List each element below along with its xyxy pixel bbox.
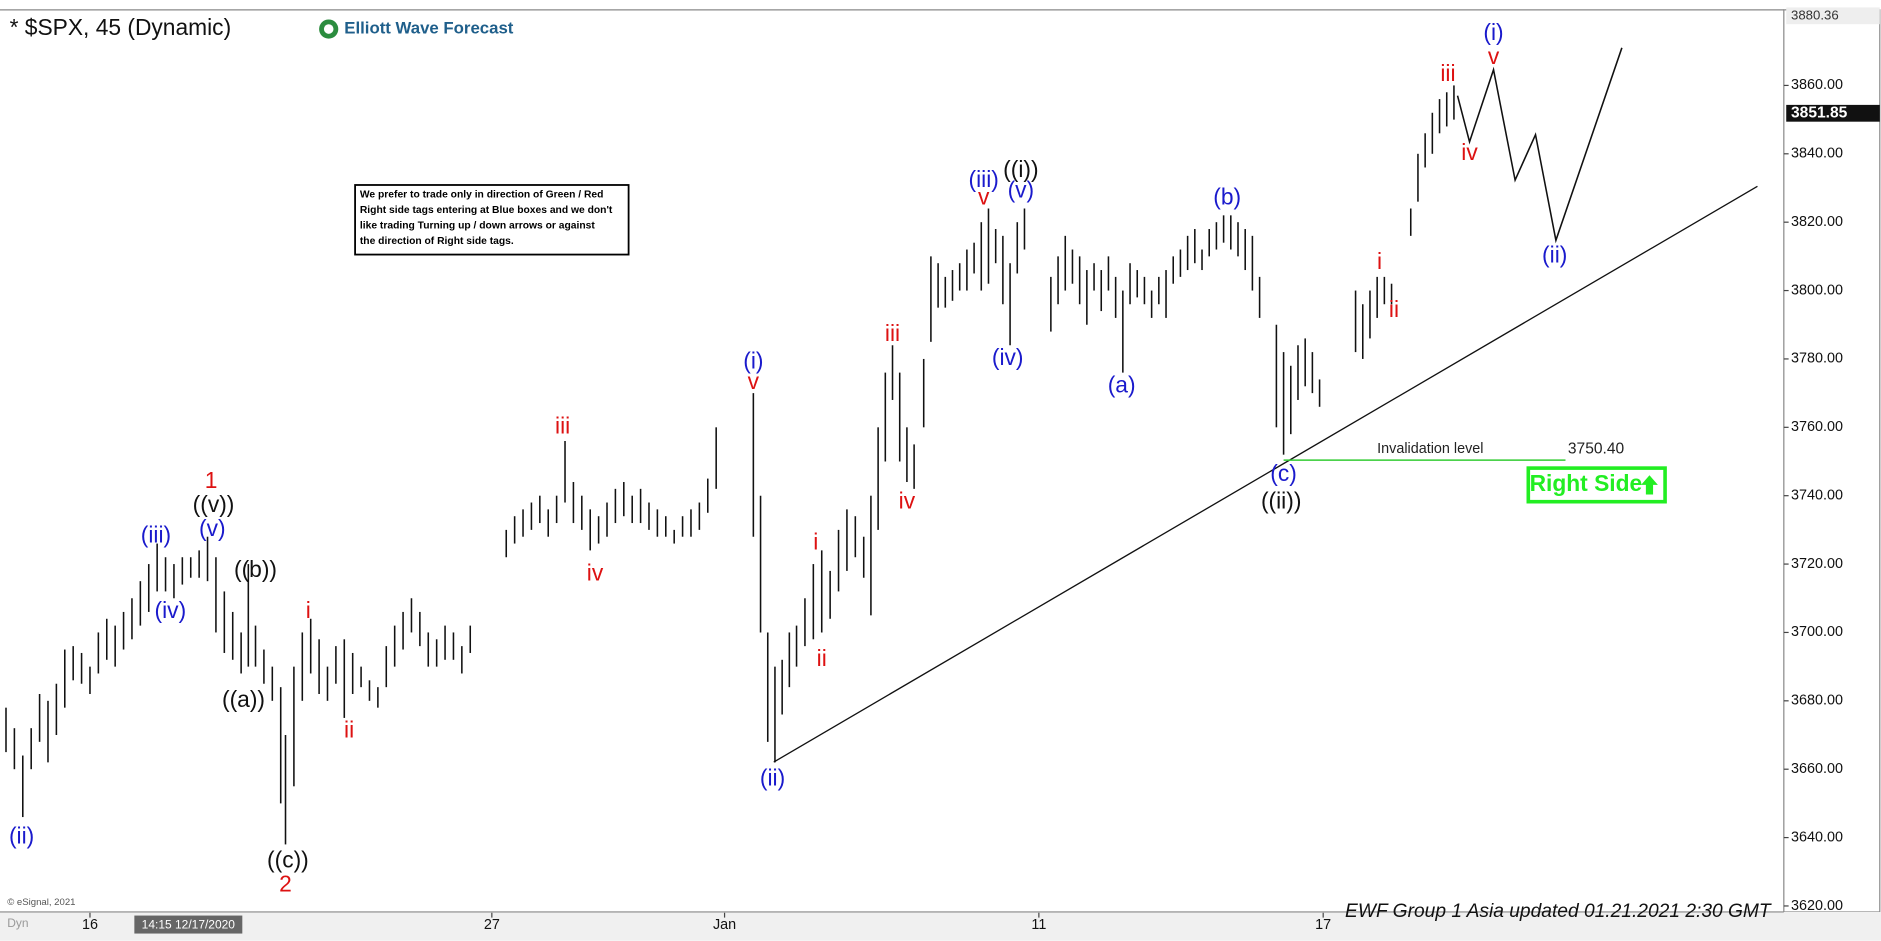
wave-label: (iv) [992, 344, 1024, 370]
x-tick-label: 27 [484, 917, 500, 933]
projection-path [1456, 47, 1623, 244]
wave-label: iii [1440, 60, 1455, 86]
wave-label: (i) [1483, 19, 1503, 45]
wave-label: ((i)) [1003, 156, 1038, 182]
wave-label: ((ii)) [1261, 488, 1301, 514]
wave-label: ((b)) [234, 556, 277, 582]
wave-label: i [1377, 248, 1382, 274]
wave-label: ii [344, 717, 354, 743]
copyright: © eSignal, 2021 [7, 897, 75, 908]
wave-label: iii [885, 320, 900, 346]
wave-label: (b) [1213, 183, 1241, 209]
wave-label: (ii) [1542, 241, 1567, 267]
wave-label: (a) [1108, 371, 1136, 397]
x-tick-label: 17 [1315, 917, 1331, 933]
x-tick-label: 16 [82, 917, 98, 933]
y-tick-label: 3840.00 [1791, 146, 1843, 162]
y-tick-label: 3780.00 [1791, 351, 1843, 367]
logo-ring [323, 24, 334, 34]
note-line: like trading Turning up / down arrows or… [360, 220, 596, 231]
cursor-box [134, 915, 243, 934]
wave-label: iv [1461, 139, 1478, 165]
invalidation-text: Invalidation level [1377, 441, 1483, 457]
invalidation-value: 3750.40 [1568, 440, 1625, 457]
wave-label: 2 [279, 870, 292, 896]
y-tick-label: 3720.00 [1791, 556, 1843, 572]
y-tick-label: 3680.00 [1791, 693, 1843, 709]
wave-label: i [813, 529, 818, 555]
wave-label: (v) [1008, 176, 1035, 202]
wave-label: 1 [205, 467, 218, 493]
y-tick-label: 3800.00 [1791, 282, 1843, 298]
wave-label: ((c)) [267, 847, 309, 873]
note-line: the direction of Right side tags. [360, 236, 514, 247]
wave-label: ii [1389, 296, 1399, 322]
brand-logo: Elliott Wave Forecast [319, 18, 514, 39]
wave-label: (i) [743, 347, 763, 373]
wave-label: ii [817, 645, 827, 671]
right-side-text: Right Side [1530, 470, 1643, 496]
note-frame [354, 184, 630, 256]
corner-label: Dyn [7, 916, 28, 930]
right-side-tag: Right Side [1526, 466, 1667, 504]
wave-label: iv [587, 559, 604, 585]
wave-label: v [978, 183, 990, 209]
wave-label: (v) [199, 515, 226, 541]
brand-name: Elliott Wave Forecast [344, 18, 514, 37]
y-tick-label: 3820.00 [1791, 214, 1843, 230]
y-tick-label: 3860.00 [1791, 77, 1843, 93]
y-tick-label: 3640.00 [1791, 829, 1843, 845]
y-tick-label: 3700.00 [1791, 624, 1843, 640]
wave-label: iii [555, 412, 570, 438]
wave-label: (iii) [141, 522, 171, 548]
wave-label: (iii) [969, 166, 999, 192]
wave-label: (ii) [760, 764, 785, 790]
wave-label: iv [899, 488, 916, 514]
price-tag-label: 3851.85 [1791, 104, 1848, 121]
price-tag [1786, 104, 1880, 122]
x-tick-label: 11 [1031, 917, 1046, 933]
price-tag-label: 3880.36 [1791, 7, 1839, 22]
chart-title: * $SPX, 45 (Dynamic) [10, 14, 232, 40]
wave-label: (iv) [155, 597, 187, 623]
wave-label: ((a)) [222, 686, 265, 712]
trendline [773, 185, 1758, 763]
note-line: Right side tags entering at Blue boxes a… [360, 205, 613, 216]
y-tick-label: 3740.00 [1791, 487, 1843, 503]
y-tick-label: 3620.00 [1791, 898, 1843, 914]
note-line: We prefer to trade only in direction of … [360, 189, 604, 200]
price-axis-panel [1783, 9, 1881, 913]
wave-label: i [306, 597, 311, 623]
wave-label: (c) [1270, 460, 1297, 486]
time-axis-panel [0, 911, 1881, 941]
wave-label: (ii) [9, 823, 34, 849]
wave-label: ((v)) [193, 491, 235, 517]
y-tick-label: 3660.00 [1791, 761, 1843, 777]
x-tick-label: Jan [713, 917, 736, 933]
wave-label: v [748, 368, 760, 394]
y-tick-label: 3760.00 [1791, 419, 1843, 435]
cursor-label: 14:15 12/17/2020 [142, 917, 236, 931]
wave-label: v [1488, 43, 1500, 69]
price-tag [1786, 7, 1880, 25]
footer: EWF Group 1 Asia updated 01.21.2021 2:30… [1345, 901, 1772, 922]
note-box: We prefer to trade only in direction of … [354, 184, 630, 256]
